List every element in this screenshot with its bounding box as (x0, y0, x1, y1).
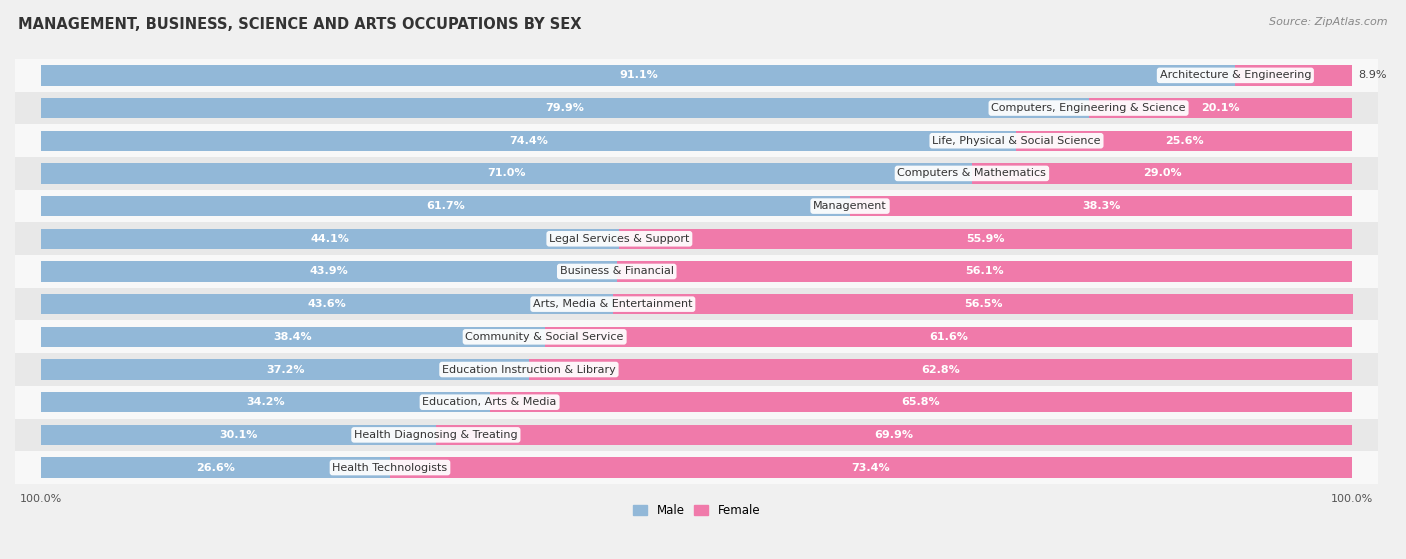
Text: 55.9%: 55.9% (966, 234, 1005, 244)
Bar (41, 196, 851, 216)
Text: 69.9%: 69.9% (875, 430, 914, 440)
Text: Architecture & Engineering: Architecture & Engineering (1160, 70, 1312, 80)
Bar (620, 229, 1353, 249)
Text: 74.4%: 74.4% (509, 136, 548, 146)
Bar (1017, 131, 1353, 151)
Bar (15, 157, 1378, 190)
Bar (1088, 98, 1353, 118)
Text: 20.1%: 20.1% (1201, 103, 1240, 113)
Text: 8.9%: 8.9% (1358, 70, 1388, 80)
Bar (617, 262, 1353, 282)
Text: Computers, Engineering & Science: Computers, Engineering & Science (991, 103, 1185, 113)
Text: 56.5%: 56.5% (965, 299, 1002, 309)
Text: Source: ZipAtlas.com: Source: ZipAtlas.com (1270, 17, 1388, 27)
Text: Legal Services & Support: Legal Services & Support (550, 234, 689, 244)
Text: 62.8%: 62.8% (921, 364, 960, 375)
Bar (41, 131, 1017, 151)
Bar (529, 359, 1353, 380)
Bar (15, 419, 1378, 451)
Text: 71.0%: 71.0% (488, 168, 526, 178)
Bar (544, 326, 1353, 347)
Text: Life, Physical & Social Science: Life, Physical & Social Science (932, 136, 1101, 146)
Bar (15, 59, 1378, 92)
Text: 44.1%: 44.1% (311, 234, 350, 244)
Bar (389, 457, 1353, 478)
Bar (15, 353, 1378, 386)
Text: Education, Arts & Media: Education, Arts & Media (422, 397, 557, 407)
Bar (436, 425, 1353, 445)
Bar (41, 457, 389, 478)
Text: Education Instruction & Library: Education Instruction & Library (441, 364, 616, 375)
Text: 30.1%: 30.1% (219, 430, 257, 440)
Text: 34.2%: 34.2% (246, 397, 285, 407)
Text: 38.4%: 38.4% (274, 332, 312, 342)
Text: Health Diagnosing & Treating: Health Diagnosing & Treating (354, 430, 517, 440)
Bar (15, 288, 1378, 320)
Text: 29.0%: 29.0% (1143, 168, 1181, 178)
Bar (613, 294, 1354, 314)
Bar (15, 320, 1378, 353)
Text: 91.1%: 91.1% (619, 70, 658, 80)
Bar (15, 125, 1378, 157)
Bar (15, 451, 1378, 484)
Text: Community & Social Service: Community & Social Service (465, 332, 624, 342)
Bar (41, 65, 1236, 86)
Bar (41, 425, 436, 445)
Text: 61.7%: 61.7% (426, 201, 465, 211)
Bar (41, 294, 613, 314)
Text: Management: Management (813, 201, 887, 211)
Bar (41, 163, 972, 183)
Text: Business & Financial: Business & Financial (560, 267, 673, 277)
Text: Arts, Media & Entertainment: Arts, Media & Entertainment (533, 299, 693, 309)
Text: 61.6%: 61.6% (929, 332, 967, 342)
Text: 26.6%: 26.6% (197, 462, 235, 472)
Legend: Male, Female: Male, Female (628, 500, 765, 522)
Text: 25.6%: 25.6% (1166, 136, 1204, 146)
Bar (489, 392, 1353, 413)
Bar (41, 98, 1088, 118)
Bar (41, 326, 544, 347)
Text: 37.2%: 37.2% (266, 364, 305, 375)
Text: 56.1%: 56.1% (965, 267, 1004, 277)
Bar (851, 196, 1353, 216)
Bar (15, 255, 1378, 288)
Text: 43.6%: 43.6% (308, 299, 346, 309)
Bar (15, 92, 1378, 125)
Bar (15, 190, 1378, 222)
Text: 38.3%: 38.3% (1081, 201, 1121, 211)
Text: MANAGEMENT, BUSINESS, SCIENCE AND ARTS OCCUPATIONS BY SEX: MANAGEMENT, BUSINESS, SCIENCE AND ARTS O… (18, 17, 582, 32)
Text: 73.4%: 73.4% (852, 462, 890, 472)
Bar (15, 222, 1378, 255)
Text: 65.8%: 65.8% (901, 397, 941, 407)
Text: Computers & Mathematics: Computers & Mathematics (897, 168, 1046, 178)
Text: 43.9%: 43.9% (309, 267, 349, 277)
Bar (1236, 65, 1353, 86)
Bar (41, 392, 489, 413)
Text: Health Technologists: Health Technologists (332, 462, 447, 472)
Bar (15, 386, 1378, 419)
Bar (972, 163, 1353, 183)
Bar (41, 229, 620, 249)
Bar (41, 262, 617, 282)
Text: 79.9%: 79.9% (546, 103, 585, 113)
Bar (41, 359, 529, 380)
